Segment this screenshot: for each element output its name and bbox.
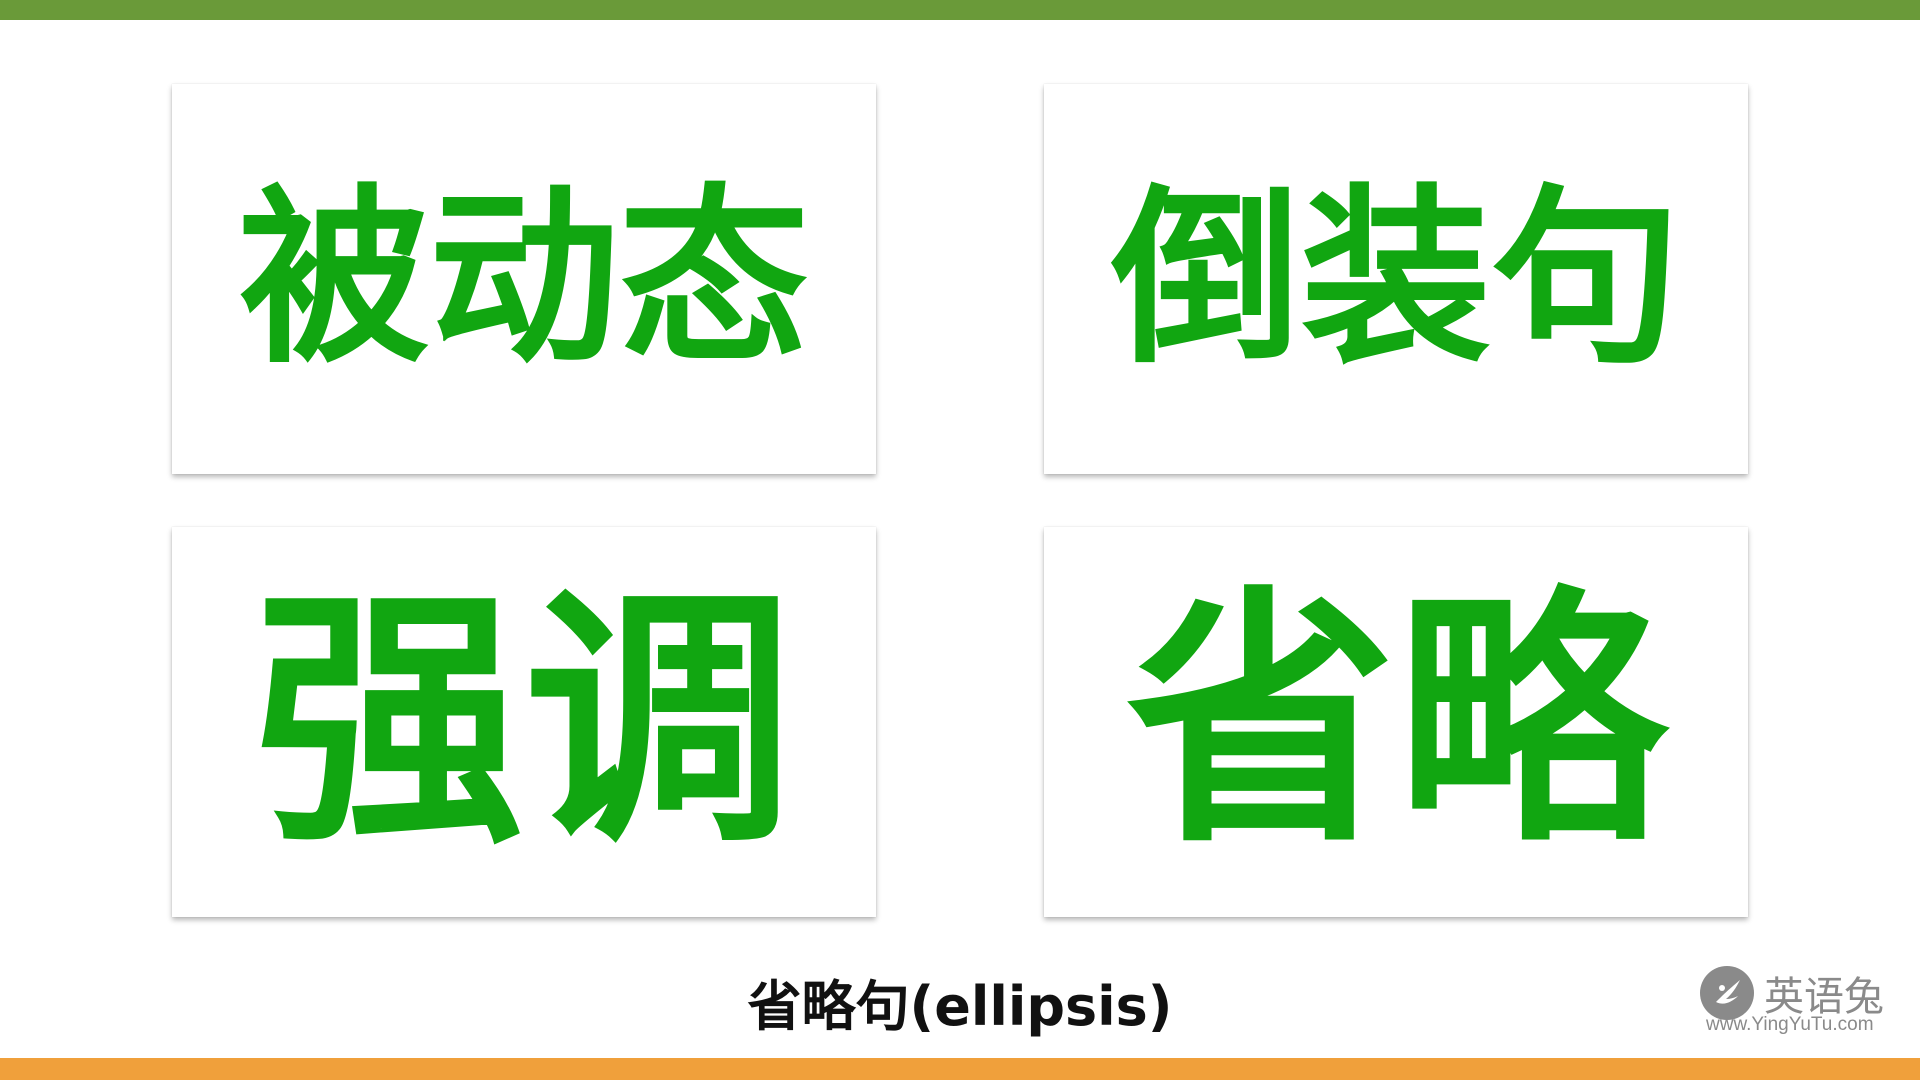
card-label: 强调 bbox=[254, 564, 794, 879]
video-subtitle: 省略句(ellipsis) bbox=[747, 975, 1173, 1038]
top-accent-bar bbox=[0, 0, 1920, 20]
bottom-accent-bar bbox=[0, 1058, 1920, 1080]
watermark: 英语兔 www.YingYuTu.com bbox=[1700, 962, 1910, 1042]
card-ellipsis: 省略 bbox=[1044, 527, 1748, 917]
card-label: 省略 bbox=[1126, 564, 1666, 879]
card-passive-voice: 被动态 bbox=[172, 84, 876, 474]
card-inversion: 倒装句 bbox=[1044, 84, 1748, 474]
card-emphasis: 强调 bbox=[172, 527, 876, 917]
watermark-name: 英语兔 bbox=[1764, 974, 1884, 1020]
watermark-url: www.YingYuTu.com bbox=[1706, 1014, 1874, 1035]
card-label: 倒装句 bbox=[1110, 168, 1681, 389]
rabbit-logo-icon bbox=[1700, 966, 1754, 1020]
card-label: 被动态 bbox=[238, 168, 809, 389]
